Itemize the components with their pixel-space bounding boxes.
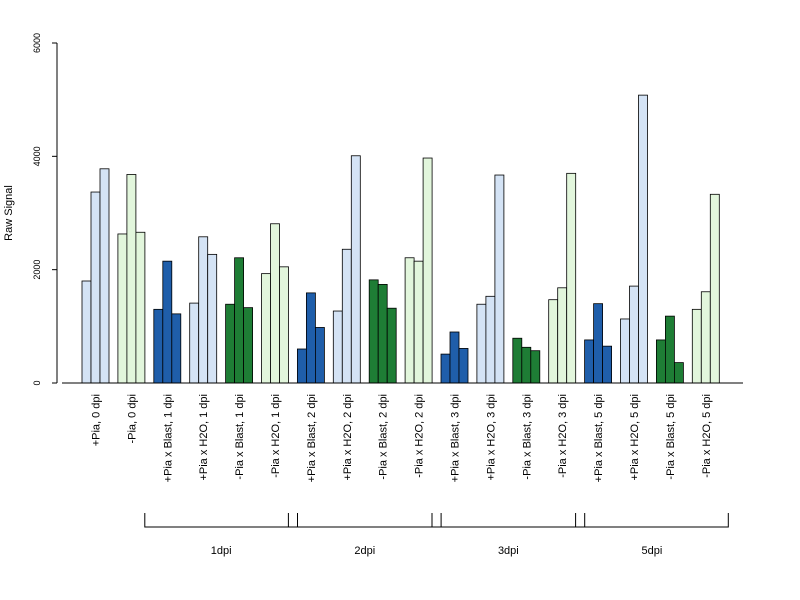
bar: [305, 292, 316, 384]
group-brackets: 1dpi 2dpi 3dpi 5dpi: [144, 513, 729, 557]
bar: [404, 257, 415, 384]
bar: [494, 174, 505, 384]
bar: [314, 327, 325, 384]
bar: [440, 353, 451, 384]
bar: [386, 307, 397, 384]
bar: [153, 308, 164, 384]
bar: [530, 350, 541, 384]
bar: [341, 248, 352, 384]
bar: [476, 303, 487, 384]
bar: [350, 155, 361, 384]
bar: [638, 94, 648, 384]
bar: [422, 157, 433, 384]
bar: [449, 331, 460, 384]
bar: [602, 345, 612, 384]
bar: [521, 346, 532, 384]
group-label: 1dpi: [211, 545, 232, 557]
bar: [665, 315, 675, 384]
bar: [620, 318, 630, 384]
bar: [709, 193, 720, 384]
bar: [296, 348, 307, 384]
bar: [162, 260, 173, 384]
x-tick-label: -Pia x H2O, 1 dpi: [270, 394, 282, 478]
category-labels: +Pia, 0 dpi -Pia, 0 dpi +Pia x Blast, 1 dp…: [91, 394, 713, 482]
bar: [198, 236, 209, 384]
x-tick-label: -Pia, 0 dpi: [126, 394, 138, 444]
bar: [512, 337, 523, 384]
bar: [81, 280, 92, 384]
y-axis-title: Raw Signal: [3, 185, 15, 241]
bar: [700, 291, 711, 384]
bar: [126, 174, 137, 384]
y-tick-label: 6000: [32, 33, 42, 53]
bar: [656, 339, 666, 384]
bar: [243, 307, 254, 384]
x-tick-label: -Pia x H2O, 5 dpi: [701, 394, 713, 478]
y-tick-label: 4000: [32, 146, 42, 166]
x-tick-label: -Pia x Blast, 1 dpi: [234, 394, 246, 480]
bar: [674, 362, 684, 384]
bar: [99, 168, 110, 384]
x-tick-label: -Pia x H2O, 3 dpi: [557, 394, 569, 478]
bar: [332, 310, 343, 384]
x-tick-label: +Pia x Blast, 5 dpi: [593, 394, 605, 482]
group-bracket: [575, 513, 729, 528]
y-tick-label: 2000: [32, 260, 42, 280]
bar: [584, 339, 594, 384]
bar: [261, 273, 271, 384]
x-tick-label: -Pia x Blast, 2 dpi: [378, 394, 390, 480]
bar: [117, 233, 128, 384]
y-tick-label: 0: [32, 380, 42, 385]
bar: [207, 253, 218, 384]
bar: [171, 313, 182, 384]
bar: [368, 279, 379, 384]
bar: [629, 285, 639, 384]
bar: [234, 257, 245, 384]
y-axis: 0 2000 4000 6000: [32, 33, 58, 386]
group-label: 3dpi: [498, 545, 519, 557]
x-tick-label: +Pia x H2O, 3 dpi: [485, 394, 497, 481]
x-tick-label: +Pia x Blast, 1 dpi: [162, 394, 174, 482]
group-bracket: [287, 513, 442, 528]
bar: [557, 287, 568, 384]
x-tick-label: +Pia x H2O, 5 dpi: [629, 394, 641, 481]
x-tick-label: +Pia x H2O, 2 dpi: [342, 394, 354, 481]
bar: [279, 266, 289, 384]
bars: [81, 94, 720, 384]
bar: [566, 172, 577, 384]
x-tick-label: +Pia x H2O, 1 dpi: [198, 394, 210, 481]
bar: [413, 260, 424, 384]
bar: [593, 303, 603, 384]
bar: [270, 223, 280, 384]
bar: [458, 348, 469, 384]
bar: [548, 299, 559, 384]
group-bracket: [144, 513, 298, 528]
x-tick-label: +Pia, 0 dpi: [91, 394, 103, 446]
group-label: 5dpi: [642, 545, 663, 557]
x-tick-label: -Pia x Blast, 5 dpi: [665, 394, 677, 480]
x-tick-label: +Pia x Blast, 2 dpi: [306, 394, 318, 482]
group-bracket: [431, 513, 586, 528]
x-tick-label: +Pia x Blast, 3 dpi: [450, 394, 462, 482]
bar: [377, 283, 388, 384]
bar: [691, 308, 702, 384]
x-tick-label: -Pia x Blast, 3 dpi: [521, 394, 533, 480]
bar: [189, 302, 200, 384]
x-tick-label: -Pia x H2O, 2 dpi: [414, 394, 426, 478]
bar: [225, 303, 236, 384]
bar: [90, 191, 101, 384]
bar: [485, 295, 496, 384]
group-label: 2dpi: [354, 545, 375, 557]
bar: [135, 231, 146, 384]
